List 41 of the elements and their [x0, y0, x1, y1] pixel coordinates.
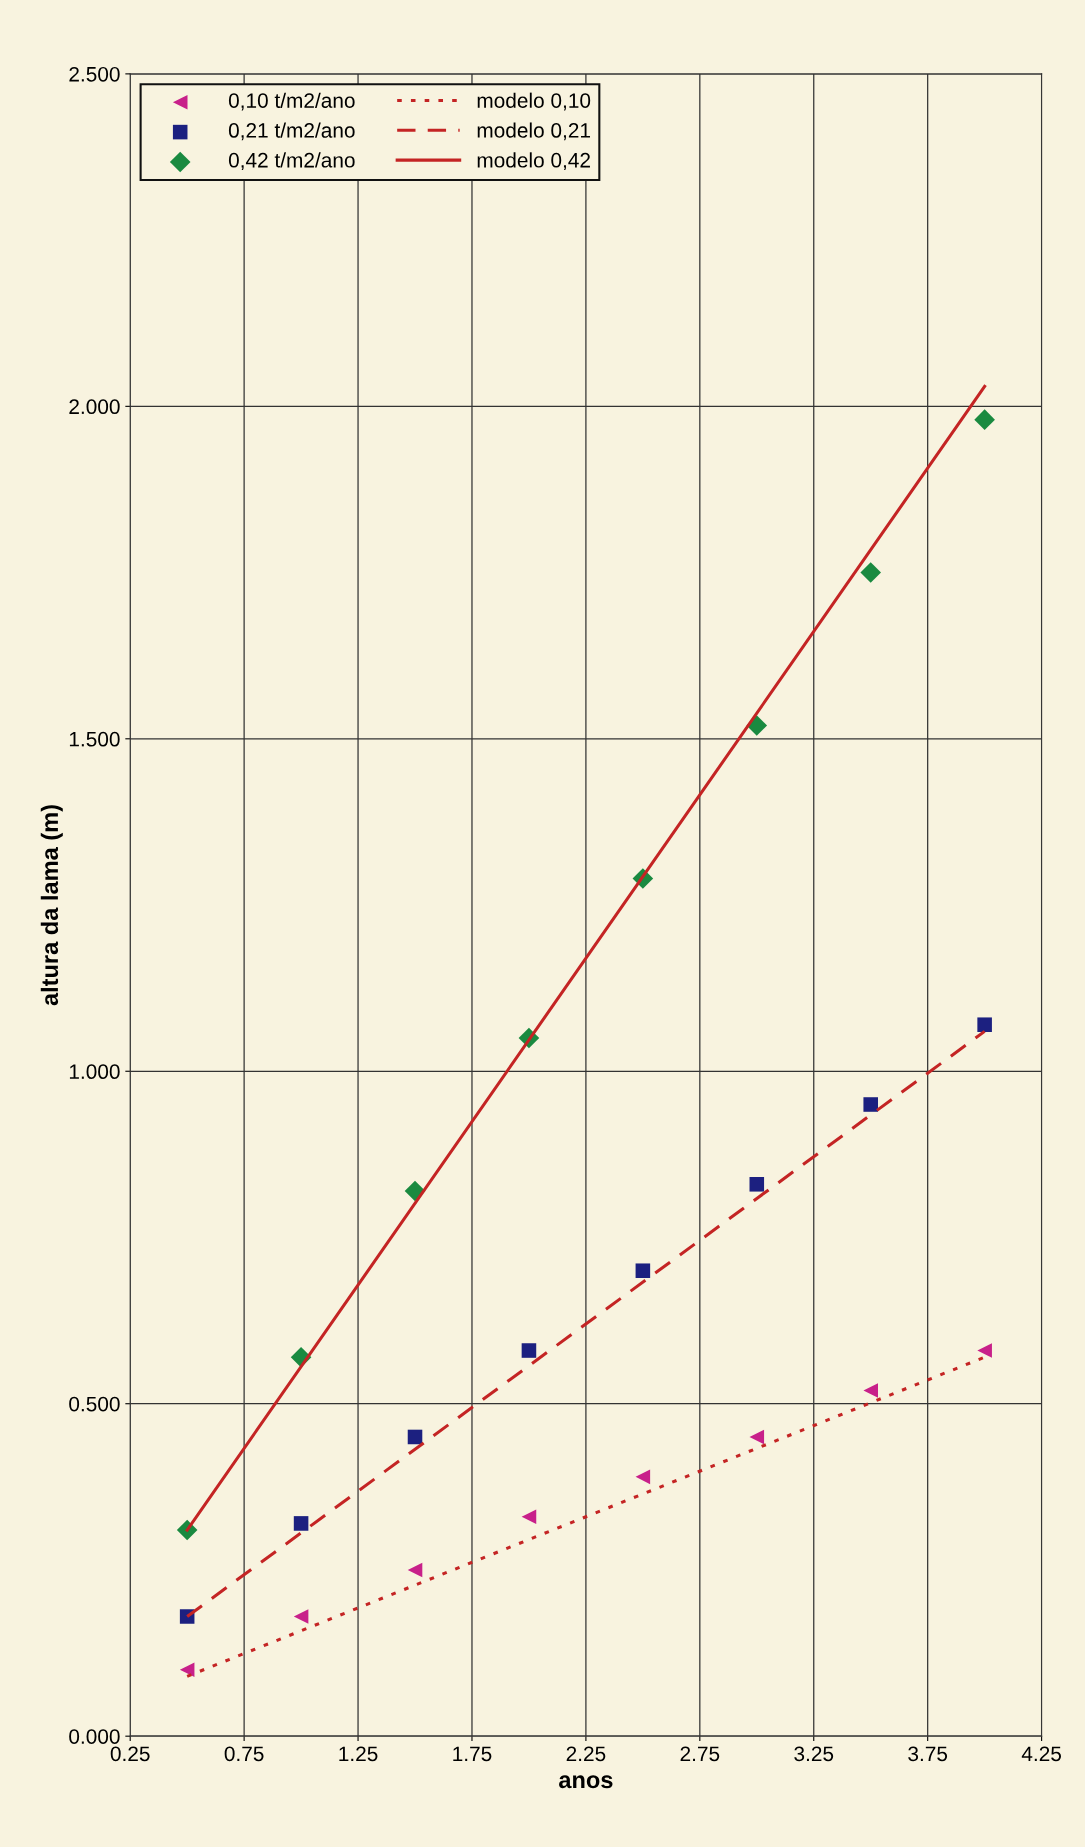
y-axis-title: altura da lama (m)	[40, 805, 63, 1006]
point	[407, 1562, 423, 1578]
y-tick-label: 2.000	[69, 399, 120, 415]
x-axis-title: anos	[559, 1775, 613, 1789]
x-tick-label: 2.75	[680, 1746, 720, 1762]
x-tick-label: 0.75	[224, 1746, 264, 1762]
point	[635, 1469, 651, 1485]
legend-label: modelo 0,21	[477, 122, 590, 141]
point	[974, 409, 995, 430]
x-tick-label: 4.25	[1021, 1746, 1061, 1762]
legend-label: 0,21 t/m2/ano	[228, 122, 355, 141]
legend-label: 0,10 t/m2/ano	[228, 92, 355, 111]
x-tick-label: 0.25	[110, 1746, 150, 1762]
y-tick-label: 1.500	[69, 731, 120, 747]
x-tick-label: 1.25	[339, 1746, 378, 1762]
y-tick-label: 0.500	[69, 1396, 120, 1412]
y-tick-label: 1.000	[69, 1064, 120, 1080]
point	[863, 1383, 878, 1398]
point	[293, 1516, 309, 1531]
x-tick-label: 2.25	[566, 1746, 606, 1762]
point	[977, 1017, 992, 1032]
point	[977, 1343, 992, 1358]
point	[860, 562, 882, 583]
x-tick-label: 3.25	[794, 1746, 834, 1762]
point	[749, 1429, 765, 1445]
point	[521, 1509, 537, 1525]
point	[521, 1343, 537, 1358]
point	[407, 1429, 423, 1445]
y-tick-label: 0.000	[69, 1729, 120, 1744]
legend-label: modelo 0,10	[477, 92, 591, 111]
x-tick-label: 3.75	[908, 1746, 948, 1762]
y-tick-label: 2.500	[69, 66, 120, 82]
x-tick-label: 1.75	[453, 1746, 492, 1762]
point	[179, 1662, 195, 1677]
legend-label: modelo 0,42	[477, 152, 590, 171]
point	[635, 1263, 651, 1279]
legend-label: 0,42 t/m2/ano	[228, 152, 355, 171]
point	[749, 1177, 765, 1192]
point	[863, 1097, 878, 1112]
point	[404, 1180, 426, 1202]
point	[293, 1609, 309, 1624]
